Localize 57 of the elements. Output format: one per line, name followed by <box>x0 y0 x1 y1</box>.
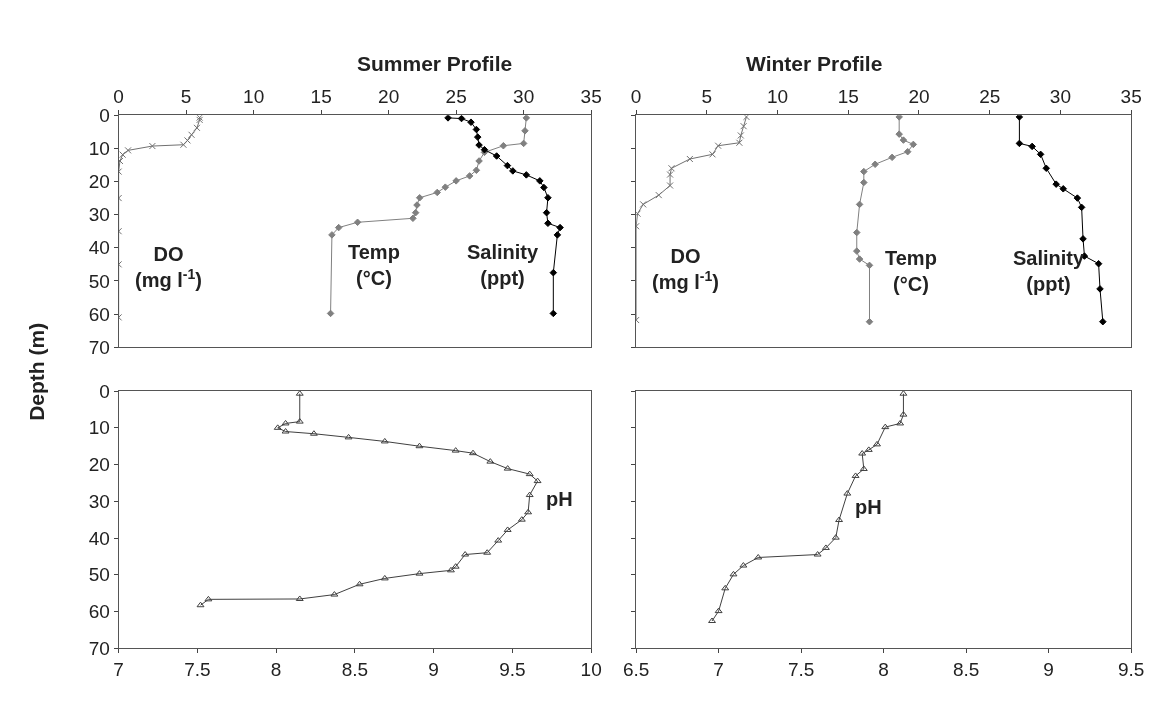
series-label: Temp (°C) <box>348 241 400 289</box>
x-tick-label: 25 <box>979 85 1001 107</box>
y-tick-label: 0 <box>99 104 110 126</box>
x-tick-label: 30 <box>1049 85 1071 107</box>
x-tick-label: 20 <box>908 85 930 107</box>
series-label: Salinity (ppt) <box>1013 247 1086 295</box>
x-tick-label: 8 <box>270 658 282 680</box>
series-label: Salinity (ppt) <box>467 241 540 289</box>
x-tick-label: 8.5 <box>341 658 369 680</box>
series-label: Temp (°C) <box>885 247 937 295</box>
y-tick-label: 70 <box>88 336 110 358</box>
x-tick-label: 6.5 <box>622 658 650 680</box>
chart-title: Summer Profile <box>357 52 513 75</box>
series-label: pH <box>855 496 882 518</box>
x-tick-label: 0 <box>113 85 124 107</box>
x-tick-label: 35 <box>580 85 602 107</box>
x-tick-label: 10 <box>580 658 602 680</box>
y-tick-label: 20 <box>88 171 110 193</box>
y-tick-label: 40 <box>88 237 110 259</box>
y-axis-title: Depth (m) <box>25 322 49 421</box>
x-tick-label: 8.5 <box>952 658 980 680</box>
y-tick-label: 30 <box>88 204 110 226</box>
y-tick-label: 10 <box>88 138 110 160</box>
x-tick-label: 9.5 <box>499 658 526 680</box>
series-label: DO (mg l$^{-1}$) <box>135 243 202 291</box>
y-tick-label: 50 <box>88 564 110 586</box>
x-tick-label: 25 <box>445 85 467 107</box>
x-tick-label: 15 <box>310 85 332 107</box>
y-tick-label: 30 <box>88 490 110 512</box>
x-tick-label: 15 <box>837 85 859 107</box>
x-tick-label: 8 <box>878 658 889 680</box>
x-tick-label: 7 <box>113 658 124 680</box>
y-tick-label: 60 <box>88 303 110 325</box>
x-tick-label: 5 <box>701 85 713 107</box>
x-tick-label: 30 <box>513 85 535 107</box>
x-tick-label: 35 <box>1120 85 1142 107</box>
y-tick-label: 20 <box>88 454 110 476</box>
x-tick-label: 7.5 <box>184 658 211 680</box>
series-label: DO (mg l$^{-1}$) <box>652 245 719 293</box>
y-tick-label: 70 <box>88 637 110 659</box>
series-label: pH <box>546 488 573 510</box>
x-tick-label: 0 <box>630 85 642 107</box>
x-tick-label: 9 <box>428 658 439 680</box>
x-tick-label: 7 <box>713 658 724 680</box>
x-tick-label: 10 <box>766 85 789 107</box>
x-tick-label: 9.5 <box>1117 658 1145 680</box>
x-tick-label: 5 <box>180 85 192 107</box>
chart-title: Winter Profile <box>746 52 883 75</box>
y-tick-label: 10 <box>88 417 110 439</box>
x-tick-label: 9 <box>1043 658 1054 680</box>
y-tick-label: 50 <box>88 270 110 292</box>
y-tick-label: 40 <box>88 527 110 549</box>
x-tick-label: 7.5 <box>787 658 815 680</box>
x-tick-label: 20 <box>378 85 400 107</box>
x-tick-label: 10 <box>243 85 265 107</box>
y-tick-label: 0 <box>99 380 110 402</box>
y-tick-label: 60 <box>88 601 110 623</box>
